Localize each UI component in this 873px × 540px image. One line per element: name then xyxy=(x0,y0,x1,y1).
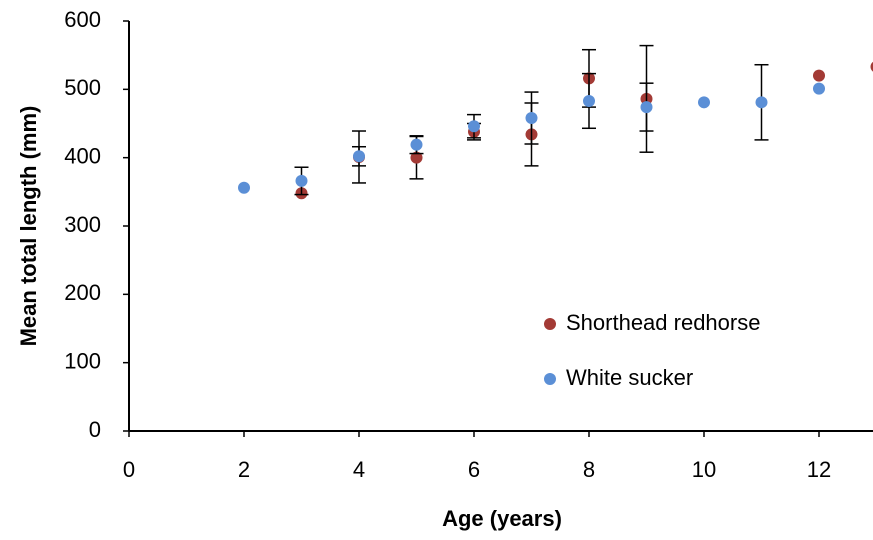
point xyxy=(238,181,250,194)
x-tick-label: 6 xyxy=(468,457,480,482)
point xyxy=(813,82,825,95)
point xyxy=(870,61,873,72)
y-tick-label: 600 xyxy=(64,7,101,32)
y-tick-label: 200 xyxy=(64,280,101,305)
x-axis-title: Age (years) xyxy=(442,506,562,531)
point xyxy=(640,101,653,114)
legend-label: Shorthead redhorse xyxy=(566,310,760,335)
point xyxy=(410,151,423,164)
point xyxy=(813,69,825,82)
point xyxy=(755,96,768,109)
y-tick-label: 300 xyxy=(64,212,101,237)
point xyxy=(353,150,365,163)
legend-label: White sucker xyxy=(566,365,693,390)
y-axis-title: Mean total length (mm) xyxy=(16,106,41,347)
x-tick-label: 0 xyxy=(123,457,135,482)
y-tick-label: 500 xyxy=(64,75,101,100)
x-tick-label: 2 xyxy=(238,457,250,482)
y-tick-label: 100 xyxy=(64,348,101,373)
point xyxy=(525,112,538,125)
legend-marker xyxy=(544,373,556,385)
point xyxy=(468,120,480,133)
point xyxy=(698,96,710,109)
x-tick-label: 4 xyxy=(353,457,365,482)
x-tick-label: 10 xyxy=(692,457,716,482)
x-tick-label: 8 xyxy=(583,457,595,482)
legend-marker xyxy=(544,318,556,330)
point xyxy=(583,94,595,107)
y-tick-label: 0 xyxy=(89,417,101,442)
point xyxy=(410,138,423,151)
x-tick-label: 12 xyxy=(807,457,831,482)
y-tick-label: 400 xyxy=(64,143,101,168)
point xyxy=(295,174,308,187)
